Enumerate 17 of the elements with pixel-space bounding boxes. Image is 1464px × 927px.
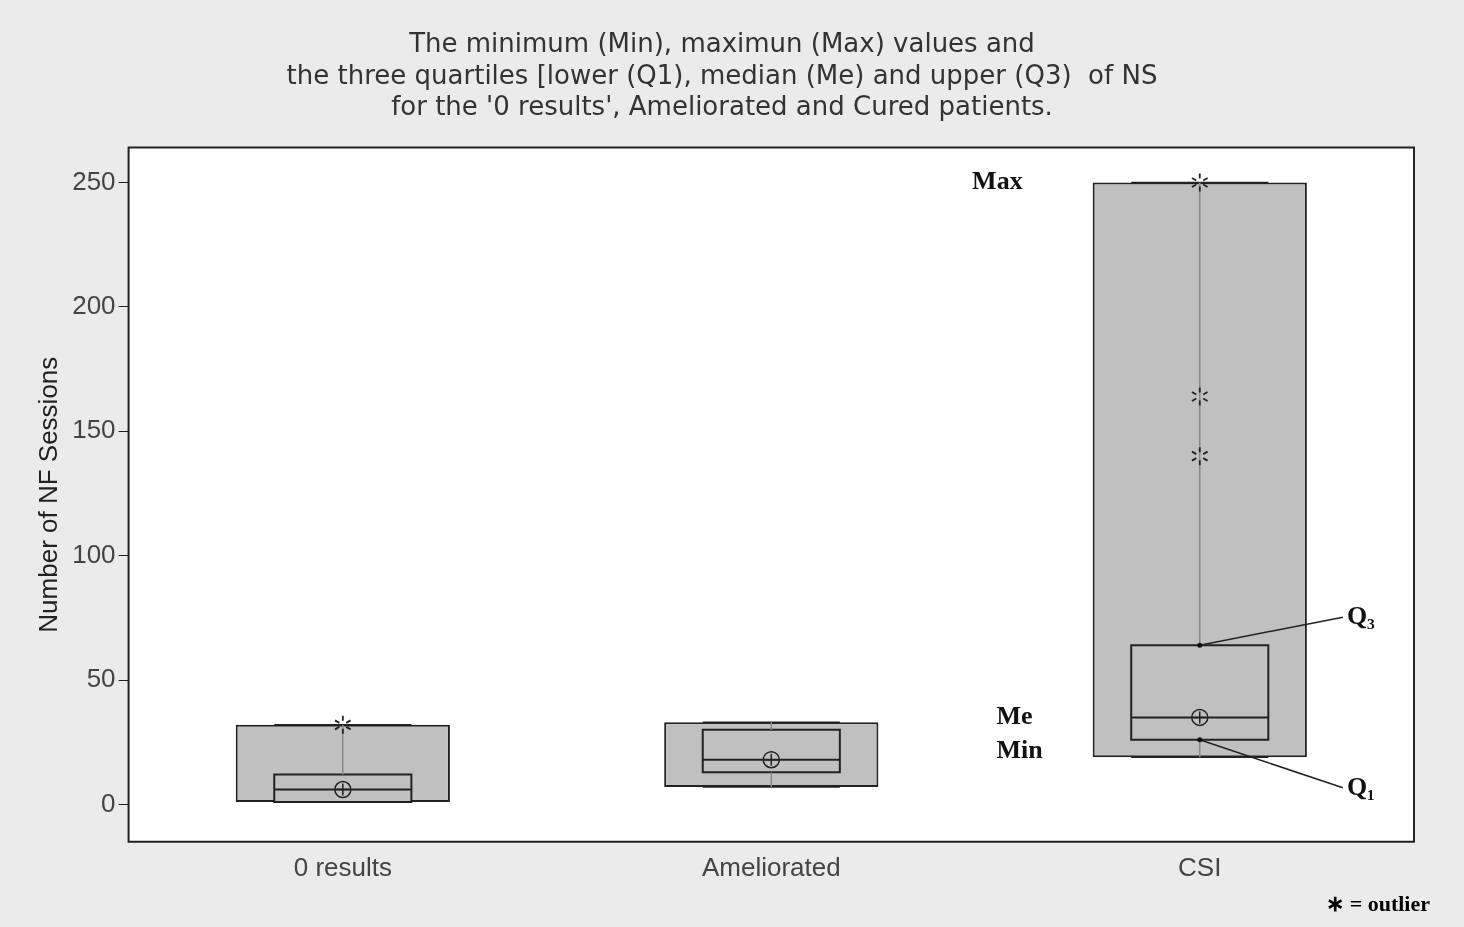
x-tick-label: Ameliorated	[701, 851, 841, 882]
y-tick-label: 200	[72, 290, 116, 321]
y-tick-label: 0	[101, 787, 116, 818]
y-axis-title: Number of NF Sessions	[32, 356, 63, 633]
x-tick-label: 0 results	[293, 851, 392, 882]
chart-title: The minimum (Min), maximun (Max) values and the three quartiles [lower (Q1), median (Me) and upper (Q3) of NS for the '0 results', Ameliorated and Cured patients.	[286, 28, 1158, 121]
annotation: Min	[996, 734, 1044, 764]
text: ∗ = outlier	[1326, 891, 1430, 917]
annotation: Q₃	[1346, 600, 1376, 630]
annotation: Q₁	[1346, 771, 1375, 801]
y-tick-label: 150	[72, 414, 116, 445]
annotation: Max	[972, 166, 1023, 196]
y-tick-label: 250	[72, 165, 116, 196]
y-tick-label: 50	[86, 663, 116, 694]
x-tick-label: CSI	[1178, 851, 1222, 882]
annotation: Me	[996, 701, 1033, 731]
y-tick-label: 100	[72, 538, 116, 569]
